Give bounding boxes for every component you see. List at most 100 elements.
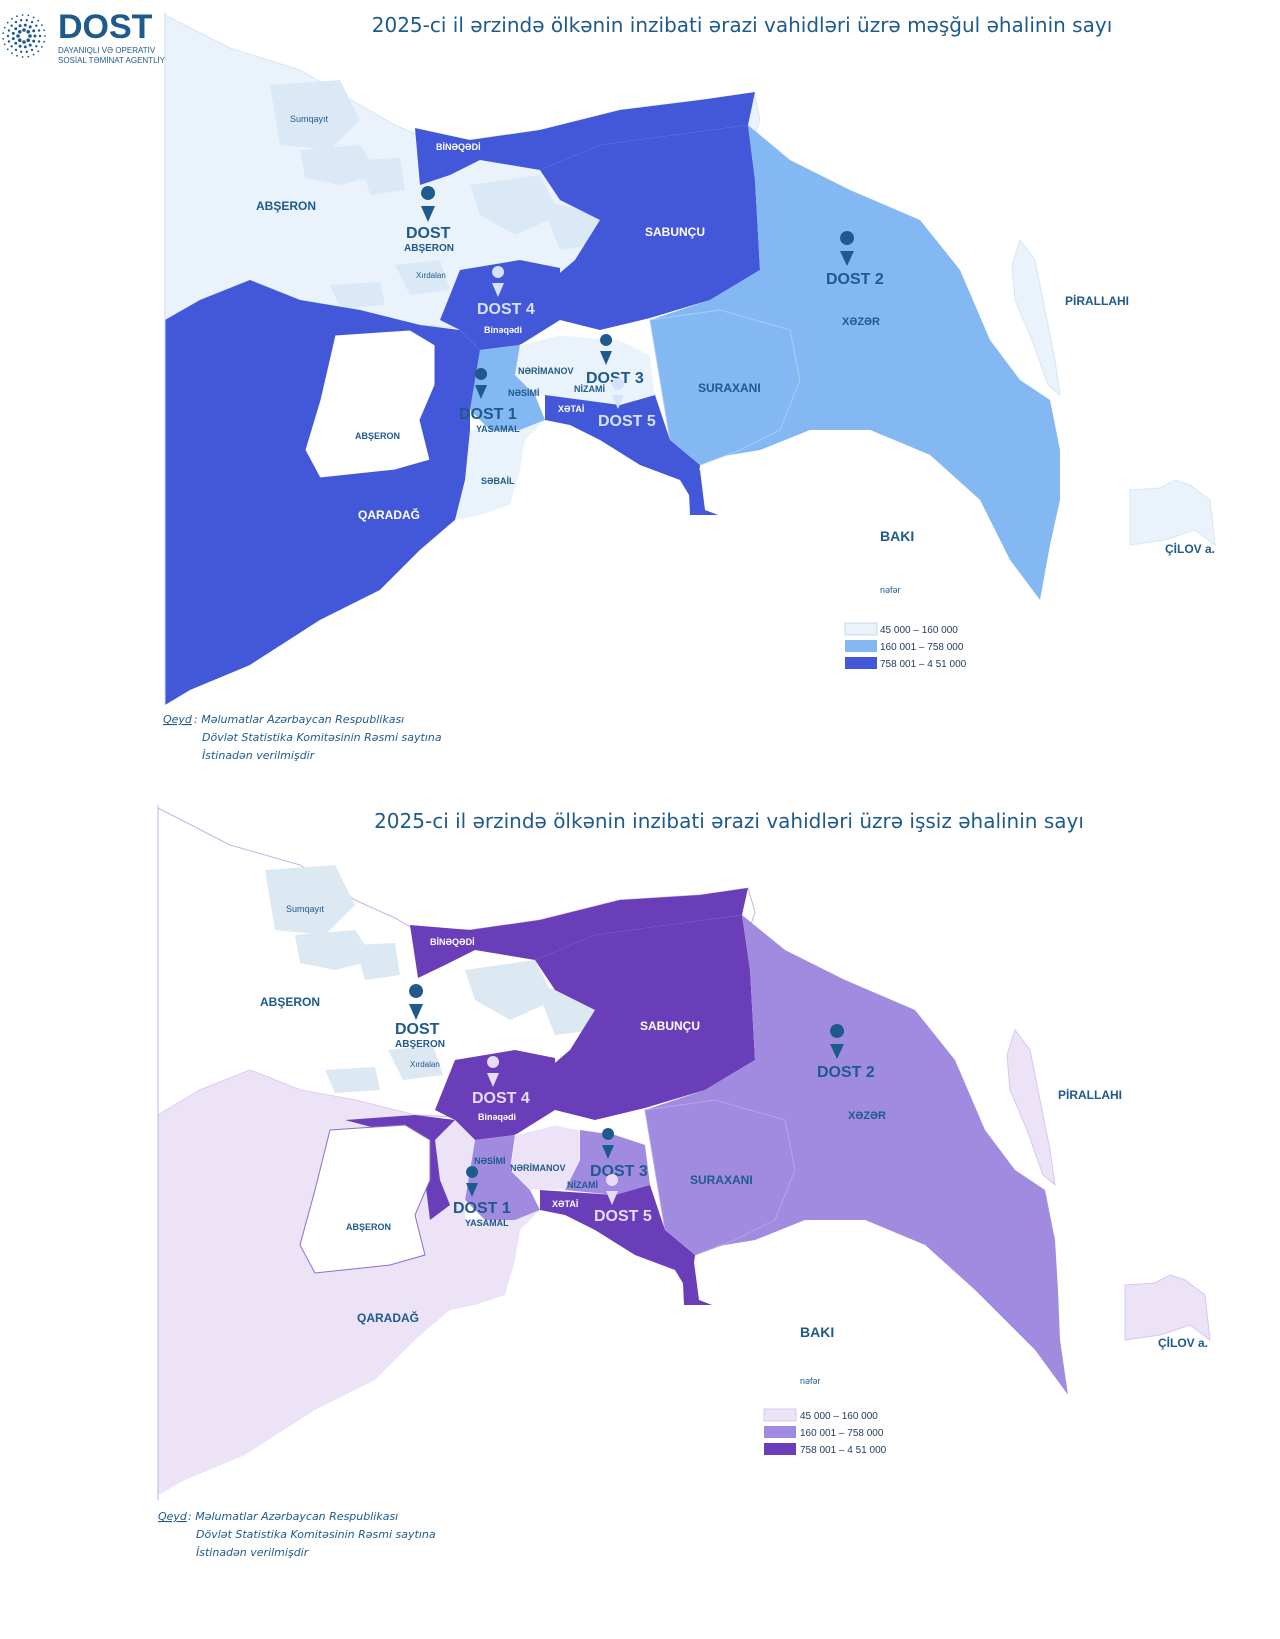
logo-dot	[2, 32, 5, 34]
logo-dot	[25, 19, 28, 22]
label-binagadi-north: BİNƏQƏDİ	[430, 937, 475, 947]
logo-dot	[16, 15, 18, 18]
dost-absheron-sub: ABŞERON	[395, 1039, 445, 1050]
dost-1-marker[interactable]: DOST 1	[459, 368, 517, 423]
legend-label-low: 45 000 – 160 000	[800, 1411, 878, 1422]
legend-label-high: 758 001 – 4 51 000	[800, 1445, 887, 1456]
region-absheron-south	[304, 329, 436, 479]
label-sabail: SƏBAİL	[481, 476, 515, 486]
island-cilov	[1129, 479, 1216, 547]
logo-dot	[7, 40, 11, 43]
region-sabail	[455, 420, 545, 520]
sea-bay	[200, 430, 1040, 712]
logo-dot	[22, 40, 26, 44]
label-yasamal: YASAMAL	[476, 424, 520, 434]
map-unemployed-population	[157, 805, 1263, 1505]
logo-dot	[28, 34, 32, 38]
region-xazar	[650, 125, 1060, 600]
logo-dot	[18, 38, 22, 42]
logo-dot	[23, 45, 27, 49]
note-line-3: İstinadən verilmişdir	[196, 1546, 310, 1559]
logo-dot	[35, 45, 38, 48]
dost-2-marker[interactable]: DOST 2	[817, 1024, 875, 1081]
label-cilov: ÇİLOV a.	[1158, 1335, 1208, 1350]
region-sabail	[450, 1210, 540, 1310]
logo-dot	[10, 24, 13, 27]
map-1-title: 2025-ci il ərzində ölkənin inzibati əraz…	[372, 13, 1113, 37]
label-xatai: XƏTAİ	[552, 1199, 578, 1209]
dost-3-name: DOST 3	[590, 1163, 648, 1180]
logo-dot	[11, 17, 13, 20]
dost-4-name: DOST 4	[477, 301, 535, 318]
label-nasimi: NƏSİMİ	[508, 388, 540, 398]
label-nizami: NİZAMİ	[574, 384, 605, 394]
legend-label-mid: 160 001 – 758 000	[800, 1428, 884, 1439]
region-nizami	[565, 1130, 650, 1195]
logo-dot	[38, 34, 42, 38]
dost-2-marker[interactable]: DOST 2	[826, 231, 884, 288]
dost-5-name: DOST 5	[594, 1208, 652, 1225]
label-suraxani: SURAXANI	[698, 381, 761, 395]
dost-absheron-marker[interactable]: DOST ABŞERON	[404, 186, 454, 254]
dost-3-marker[interactable]: DOST 3	[590, 1128, 648, 1180]
island-pirallahi	[1011, 238, 1061, 397]
logo-dot	[16, 34, 20, 38]
logo-dot	[32, 53, 35, 56]
island-pirallahi	[1006, 1028, 1056, 1187]
logo-dot	[32, 16, 35, 19]
logo-dot	[18, 30, 22, 34]
logo-dot	[28, 25, 32, 29]
island-cilov	[1124, 1274, 1211, 1342]
logo-dot	[43, 40, 46, 43]
location-pin-icon	[602, 1128, 615, 1159]
label-absheron-north: ABŞERON	[256, 199, 316, 213]
label-nizami: NİZAMİ	[567, 1180, 598, 1190]
logo-dot	[33, 34, 37, 38]
location-pin-icon	[492, 266, 505, 297]
location-pin-icon	[421, 186, 436, 222]
logo-dot	[41, 24, 43, 26]
logo-dot	[20, 19, 23, 22]
logo-dot	[37, 29, 41, 32]
dost-2-name: DOST 2	[817, 1064, 875, 1081]
logo-dot	[26, 30, 31, 34]
label-binagadi-south: Binəqədi	[478, 1112, 516, 1122]
region-suraxani	[649, 309, 801, 466]
note-line-2: Dövlət Statistika Komitəsinin Rəsmi sayt…	[196, 1528, 436, 1541]
map-employed-population	[164, 12, 1265, 712]
region-absheron-south	[299, 1124, 431, 1274]
dost-absheron-marker[interactable]: DOST ABŞERON	[395, 984, 445, 1050]
dost-5-marker[interactable]: DOST 5	[598, 378, 656, 430]
dost-5-marker[interactable]: DOST 5	[594, 1174, 652, 1225]
legend-swatch-mid	[764, 1426, 796, 1438]
dost-absheron-name: DOST	[395, 1021, 440, 1038]
logo-dot	[3, 26, 6, 29]
dost-3-name: DOST 3	[586, 370, 644, 387]
logo-dot	[14, 27, 18, 31]
logo-dot	[27, 55, 30, 58]
logo-dot	[30, 20, 34, 24]
logo-dot	[41, 46, 43, 48]
dost-1-marker[interactable]: DOST 1	[453, 1166, 511, 1217]
location-pin-icon	[606, 1174, 619, 1205]
logo-dot	[22, 28, 26, 32]
region-xatai	[545, 395, 700, 505]
logo-dot	[11, 52, 13, 55]
label-suraxani: SURAXANI	[690, 1173, 753, 1187]
logo-dot	[18, 24, 22, 28]
dost-4-name: DOST 4	[472, 1090, 530, 1107]
map-1-labels: Sumqayıt ABŞERON BİNƏQƏDİ SABUNÇU XƏZƏR …	[256, 114, 1215, 556]
label-qaradag: QARADAĞ	[357, 1310, 419, 1325]
region-sabuncu	[535, 915, 755, 1120]
map-1-legend: nəfər 45 000 – 160 000 160 001 – 758 000…	[844, 585, 967, 670]
label-baki: BAKI	[880, 528, 914, 544]
legend-unit: nəfər	[800, 1376, 821, 1386]
dost-4-marker[interactable]: DOST 4	[477, 266, 535, 318]
map-2-note: Qeyd : Məlumatlar Azərbaycan Respublikas…	[158, 1510, 436, 1559]
map-1-dost-offices: DOST ABŞERON DOST 1 DOST 2 DOST 3 DOST 4…	[404, 186, 884, 430]
dost-4-marker[interactable]: DOST 4	[472, 1056, 530, 1107]
dost-3-marker[interactable]: DOST 3	[586, 334, 644, 387]
region-sabuncu	[540, 125, 760, 330]
label-binagadi-north: BİNƏQƏDİ	[436, 142, 481, 152]
region-yasamal	[470, 345, 545, 430]
